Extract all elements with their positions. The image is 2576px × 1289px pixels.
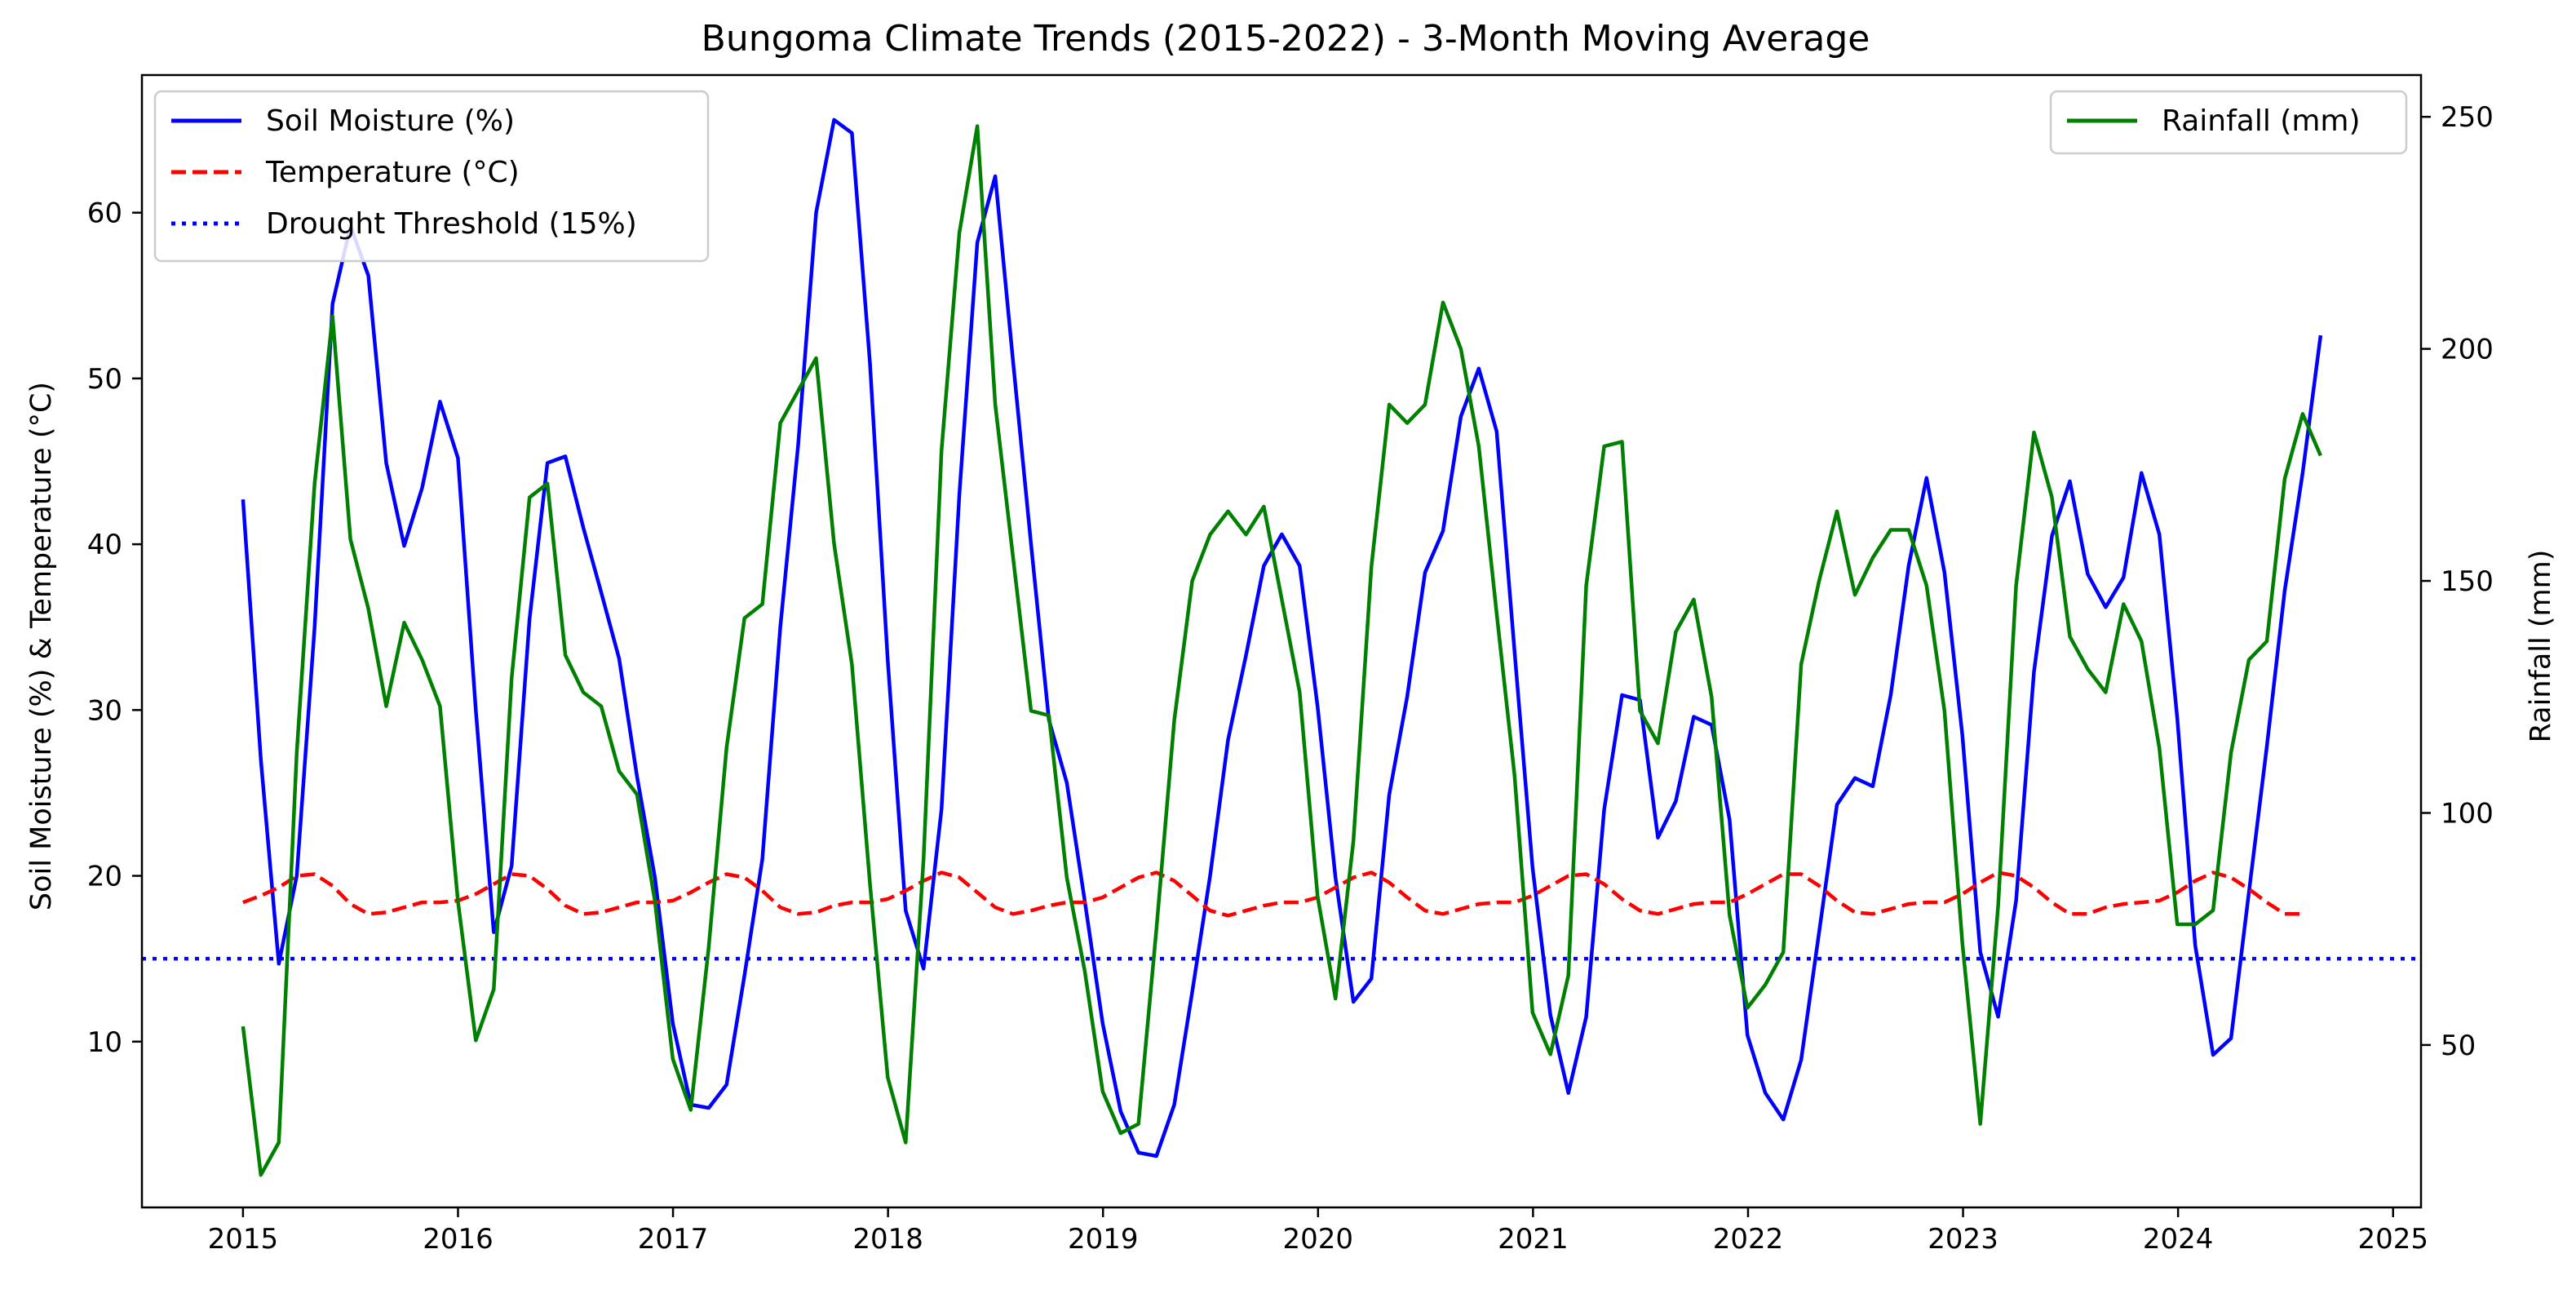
legend-right: Rainfall (mm) — [2049, 90, 2408, 155]
y-tick-label-left: 30 — [87, 694, 122, 727]
y-axis-label-left: Soil Moisture (%) & Temperature (°C) — [25, 382, 58, 910]
series-line-soil-moisture — [241, 117, 2323, 1158]
x-tick-label: 2018 — [852, 1223, 923, 1256]
x-tick-label: 2024 — [2143, 1223, 2214, 1256]
legend-entry-rainfall: Rainfall (mm) — [2067, 104, 2361, 138]
x-tick-label: 2017 — [638, 1223, 709, 1256]
axis-ticks: 2015 2016 2017 2018 2019 2020 2021 2022 2023 2024… — [87, 101, 2494, 1256]
y-tick-label-right: 150 — [2441, 565, 2494, 598]
y-tick-label-right: 250 — [2441, 101, 2494, 134]
x-tick-label: 2025 — [2357, 1223, 2428, 1256]
legend-label-rainfall: Rainfall (mm) — [2162, 104, 2361, 138]
legend-label-temperature: Temperature (°C) — [265, 156, 520, 189]
legend-left-box — [153, 90, 710, 263]
x-tick-label: 2022 — [1713, 1223, 1784, 1256]
y-axis-label-right: Rainfall (mm) — [2525, 550, 2557, 743]
legend-left: Soil Moisture (%) Temperature (°C) Droug… — [153, 90, 710, 263]
y-tick-label-right: 200 — [2441, 334, 2494, 366]
x-tick-label: 2020 — [1283, 1223, 1354, 1256]
plot-series — [142, 117, 2421, 1177]
y-tick-label-left: 20 — [87, 861, 122, 893]
y-tick-label-left: 50 — [87, 363, 122, 396]
x-tick-label: 2019 — [1068, 1223, 1139, 1256]
legend-label-soil-moisture: Soil Moisture (%) — [266, 104, 515, 138]
legend-entry-temperature: Temperature (°C) — [171, 156, 520, 189]
x-tick-label: 2023 — [1928, 1223, 1998, 1256]
chart-title: Bungoma Climate Trends (2015-2022) - 3-M… — [702, 18, 1870, 60]
legend-entry-soil-moisture: Soil Moisture (%) — [171, 104, 515, 138]
series-line-rainfall — [241, 124, 2322, 1177]
legend-right-box — [2049, 90, 2408, 155]
series-line-temperature — [242, 870, 2303, 918]
y-tick-label-right: 50 — [2441, 1030, 2476, 1062]
legend-entry-drought-threshold: Drought Threshold (15%) — [171, 207, 637, 241]
x-tick-label: 2015 — [208, 1223, 279, 1256]
plot-area-frame — [140, 73, 2423, 1209]
y-tick-label-right: 100 — [2441, 797, 2494, 830]
y-tick-label-left: 10 — [87, 1026, 122, 1059]
y-tick-label-left: 60 — [87, 197, 122, 230]
legend-label-drought-threshold: Drought Threshold (15%) — [266, 207, 637, 241]
x-tick-label: 2016 — [423, 1223, 494, 1256]
x-tick-label: 2021 — [1498, 1223, 1569, 1256]
y-tick-label-left: 40 — [87, 529, 122, 561]
